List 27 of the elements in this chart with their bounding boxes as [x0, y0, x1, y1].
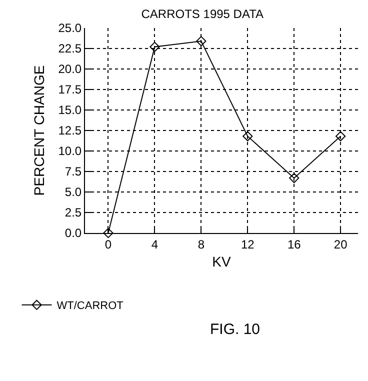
y-tick-label: 17.5 [58, 82, 82, 97]
x-tick-label: 12 [240, 237, 255, 252]
y-tick-label: 12.5 [58, 124, 82, 138]
y-tick-label: 0.0 [64, 226, 82, 240]
x-tick-label: 0 [104, 237, 112, 252]
point [242, 131, 253, 142]
legend-label: WT/CARROT [56, 300, 124, 312]
y-tick-label: 20.0 [58, 62, 82, 76]
y-tick-label: 2.5 [64, 206, 82, 220]
x-tick-label: 20 [334, 237, 348, 252]
y-tick-label: 25.0 [58, 21, 82, 36]
x-tick-label: 16 [287, 237, 302, 252]
point [150, 42, 160, 52]
point [196, 36, 206, 46]
y-tick-label: 15.0 [58, 103, 82, 118]
y-tick-label: 5.0 [64, 185, 82, 200]
y-tick-label: 22.5 [58, 42, 82, 56]
point [289, 173, 300, 184]
point [336, 131, 346, 142]
x-tick-label: 8 [198, 237, 205, 252]
y-tick-label: 10.0 [58, 144, 82, 158]
caption: FIG. 10 [210, 321, 260, 338]
y-axis-title: PERCENT CHANGE [30, 65, 47, 196]
chart-title: CARROTS 1995 DATA [141, 6, 264, 21]
y-tick-label: 7.5 [64, 164, 82, 179]
x-axis-title: KV [212, 254, 232, 270]
x-tick-label: 4 [151, 237, 158, 252]
